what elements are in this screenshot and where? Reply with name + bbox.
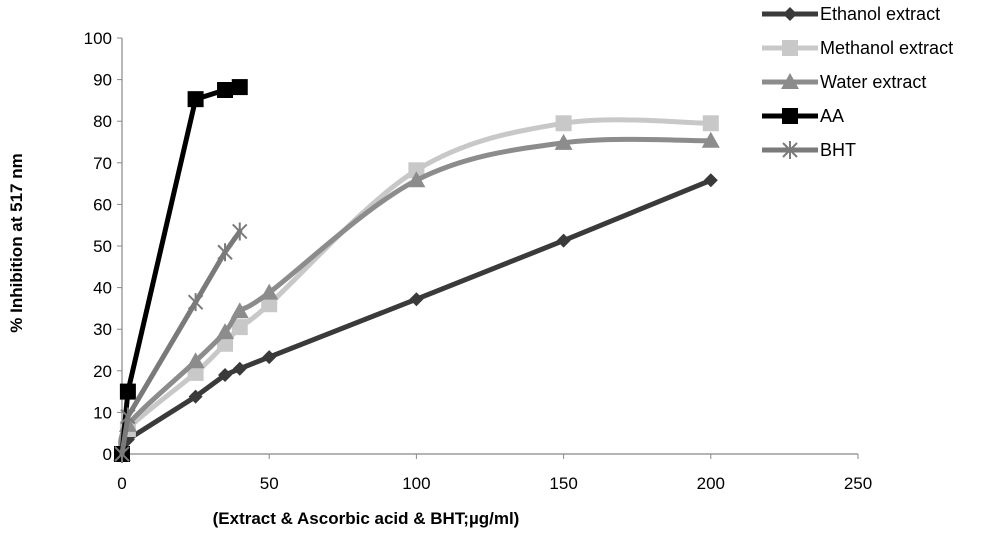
y-tick-label: 70: [93, 154, 112, 173]
data-point-water-extract: [407, 171, 426, 188]
data-point-aa: [187, 91, 204, 108]
data-point-ethanol-extract: [218, 367, 233, 382]
data-point-water-extract: [230, 302, 249, 319]
x-tick-label: 200: [697, 474, 725, 493]
legend-label: BHT: [820, 140, 856, 160]
data-point-methanol-extract: [187, 364, 204, 381]
data-point-water-extract: [216, 323, 235, 340]
legend-label: Methanol extract: [820, 38, 953, 58]
data-point-methanol-extract: [408, 162, 425, 179]
data-point-bht: [217, 243, 233, 262]
data-point-water-extract: [701, 131, 720, 148]
legend-marker: [782, 40, 798, 56]
y-tick-label: 40: [93, 279, 112, 298]
y-tick-label: 30: [93, 320, 112, 339]
y-tick-label: 100: [84, 29, 112, 48]
data-point-ethanol-extract: [703, 173, 718, 188]
y-tick-label: 50: [93, 237, 112, 256]
plot-area: [113, 79, 720, 463]
legend-label: Ethanol extract: [820, 4, 940, 24]
data-point-methanol-extract: [261, 296, 278, 313]
series-methanol-extract: [114, 115, 719, 462]
legend-item-ethanol-extract: Ethanol extract: [762, 4, 940, 24]
x-tick-label: 0: [117, 474, 126, 493]
y-tick-label: 20: [93, 362, 112, 381]
legend-marker: [782, 141, 798, 159]
data-point-ethanol-extract: [262, 350, 277, 365]
y-tick-label: 0: [103, 445, 112, 464]
legend-item-aa: AA: [762, 106, 844, 126]
series-ethanol-extract: [115, 173, 718, 461]
legend-label: AA: [820, 106, 844, 126]
data-point-water-extract: [260, 283, 279, 300]
series-bht: [114, 222, 248, 463]
data-point-bht: [114, 445, 130, 463]
y-axis-title: % Inhibition at 517 nm: [7, 153, 26, 332]
data-point-ethanol-extract: [409, 292, 424, 307]
legend: Ethanol extract Methanol extract Water ext…: [762, 4, 953, 160]
data-point-methanol-extract: [231, 319, 248, 336]
data-point-ethanol-extract: [556, 233, 571, 248]
x-tick-label: 150: [549, 474, 577, 493]
legend-marker: [783, 7, 797, 21]
legend-item-water-extract: Water extract: [762, 72, 926, 92]
y-tick-label: 10: [93, 403, 112, 422]
legend-item-bht: BHT: [762, 140, 856, 160]
x-tick-label: 250: [844, 474, 872, 493]
legend-marker: [781, 73, 799, 89]
y-tick-label: 80: [93, 112, 112, 131]
data-point-bht: [187, 293, 204, 312]
legend-item-methanol-extract: Methanol extract: [762, 38, 953, 58]
data-point-bht: [232, 222, 248, 241]
x-tick-label: 100: [402, 474, 430, 493]
data-point-aa: [217, 82, 234, 98]
series-water-extract: [113, 131, 720, 461]
x-axis-title: (Extract & Ascorbic acid & BHT;µg/ml): [213, 509, 520, 528]
data-point-aa: [231, 79, 248, 96]
data-point-aa: [119, 383, 136, 400]
data-point-water-extract: [554, 133, 573, 150]
series-line-ethanol-extract: [119, 177, 714, 457]
legend-marker: [782, 108, 798, 124]
x-tick-label: 50: [260, 474, 279, 493]
data-point-methanol-extract: [555, 115, 572, 132]
y-tick-label: 60: [93, 195, 112, 214]
legend-label: Water extract: [820, 72, 926, 92]
data-point-water-extract: [186, 352, 205, 369]
data-point-bht: [120, 407, 136, 426]
data-point-ethanol-extract: [232, 361, 247, 376]
data-point-methanol-extract: [702, 115, 719, 132]
axes: 0 10 20 30 40 50 60 70 80 90 100 0 50 100 150 200 250: [84, 29, 873, 493]
y-tick-label: 90: [93, 71, 112, 90]
data-point-ethanol-extract: [188, 389, 203, 404]
